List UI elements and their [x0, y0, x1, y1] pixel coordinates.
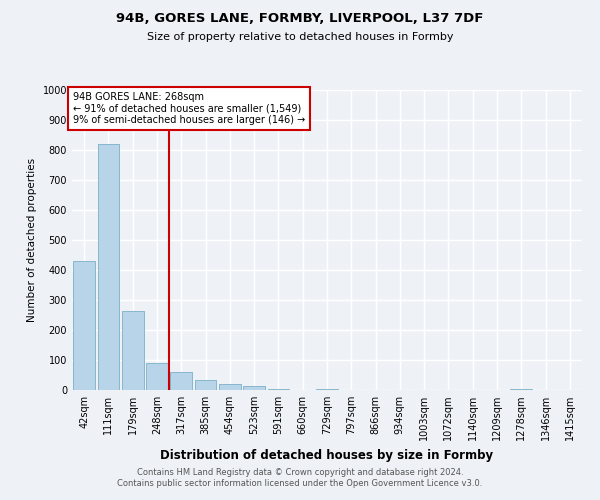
X-axis label: Distribution of detached houses by size in Formby: Distribution of detached houses by size …	[160, 448, 494, 462]
Bar	[122, 310, 143, 390]
Bar	[268, 388, 289, 390]
Text: Size of property relative to detached houses in Formby: Size of property relative to detached ho…	[147, 32, 453, 42]
Bar	[511, 388, 532, 390]
Text: Contains HM Land Registry data © Crown copyright and database right 2024.
Contai: Contains HM Land Registry data © Crown c…	[118, 468, 482, 487]
Bar	[97, 144, 119, 390]
Bar	[146, 363, 168, 390]
Text: 94B, GORES LANE, FORMBY, LIVERPOOL, L37 7DF: 94B, GORES LANE, FORMBY, LIVERPOOL, L37 …	[116, 12, 484, 26]
Bar	[73, 261, 95, 390]
Bar	[243, 386, 265, 390]
Bar	[316, 388, 338, 390]
Text: 94B GORES LANE: 268sqm
← 91% of detached houses are smaller (1,549)
9% of semi-d: 94B GORES LANE: 268sqm ← 91% of detached…	[73, 92, 305, 124]
Y-axis label: Number of detached properties: Number of detached properties	[27, 158, 37, 322]
Bar	[194, 380, 217, 390]
Bar	[219, 384, 241, 390]
Bar	[170, 372, 192, 390]
